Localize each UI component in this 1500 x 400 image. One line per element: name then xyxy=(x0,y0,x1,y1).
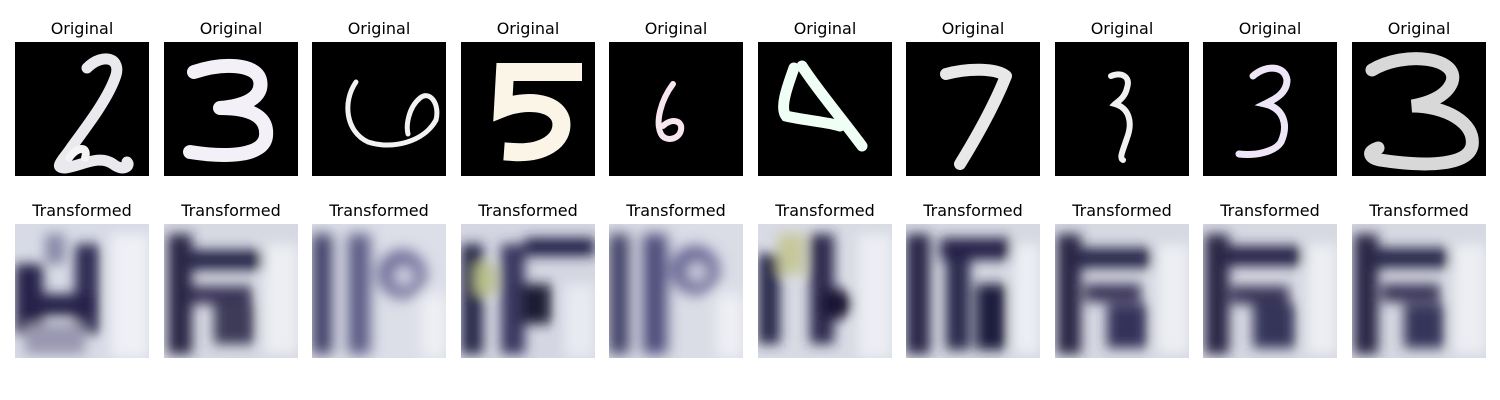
transformed-panel-7: Transformed xyxy=(906,200,1040,358)
panel-title: Transformed xyxy=(1369,201,1469,220)
original-panel-7: Original xyxy=(906,18,1040,176)
panel-title: Original xyxy=(347,19,411,38)
panel-title: Transformed xyxy=(329,201,429,220)
panel-title: Transformed xyxy=(1072,201,1172,220)
transformed-panel-10: Transformed xyxy=(1352,200,1486,358)
panel-title: Original xyxy=(1387,19,1451,38)
original-panel-5: Original xyxy=(609,18,743,176)
panel-title: Transformed xyxy=(32,201,132,220)
digit-image xyxy=(906,42,1040,176)
original-panel-2: Original xyxy=(164,18,298,176)
original-panel-9: Original xyxy=(1203,18,1337,176)
original-panel-6: Original xyxy=(758,18,892,176)
transformed-row: Transformed Transformed xyxy=(0,200,1500,360)
digit-image xyxy=(1203,42,1337,176)
transformed-panel-5: Transformed xyxy=(609,200,743,358)
digit-image xyxy=(164,42,298,176)
original-panel-8: Original xyxy=(1055,18,1189,176)
panel-title: Original xyxy=(1238,19,1302,38)
transformed-panel-6: Transformed xyxy=(758,200,892,358)
panel-title: Transformed xyxy=(181,201,281,220)
transformed-image xyxy=(1203,224,1337,358)
panel-title: Transformed xyxy=(775,201,875,220)
digit-image xyxy=(1055,42,1189,176)
panel-title: Original xyxy=(793,19,857,38)
original-panel-10: Original xyxy=(1352,18,1486,176)
panel-title: Transformed xyxy=(1220,201,1320,220)
transformed-panel-3: Transformed xyxy=(312,200,446,358)
transformed-panel-9: Transformed xyxy=(1203,200,1337,358)
transformed-panel-1: Transformed xyxy=(15,200,149,358)
transformed-image xyxy=(906,224,1040,358)
transformed-panel-2: Transformed xyxy=(164,200,298,358)
panel-title: Transformed xyxy=(478,201,578,220)
transformed-image xyxy=(758,224,892,358)
digit-image xyxy=(609,42,743,176)
panel-title: Transformed xyxy=(626,201,726,220)
transformed-image xyxy=(609,224,743,358)
original-panel-4: Original xyxy=(461,18,595,176)
transformed-image xyxy=(15,224,149,358)
digit-image xyxy=(461,42,595,176)
panel-title: Original xyxy=(496,19,560,38)
transformed-image xyxy=(1352,224,1486,358)
original-panel-3: Original xyxy=(312,18,446,176)
transformed-panel-8: Transformed xyxy=(1055,200,1189,358)
original-panel-1: Original xyxy=(15,18,149,176)
transformed-panel-4: Transformed xyxy=(461,200,595,358)
digit-image xyxy=(15,42,149,176)
digit-image xyxy=(1352,42,1486,176)
panel-title: Original xyxy=(199,19,263,38)
panel-title: Original xyxy=(941,19,1005,38)
panel-title: Original xyxy=(1090,19,1154,38)
panel-title: Original xyxy=(644,19,708,38)
transformed-image xyxy=(1055,224,1189,358)
panel-title: Original xyxy=(50,19,114,38)
transformed-image xyxy=(312,224,446,358)
digit-image xyxy=(312,42,446,176)
transformed-image xyxy=(461,224,595,358)
digit-image xyxy=(758,42,892,176)
transformed-image xyxy=(164,224,298,358)
original-row: Original Original Original xyxy=(0,18,1500,178)
panel-title: Transformed xyxy=(923,201,1023,220)
